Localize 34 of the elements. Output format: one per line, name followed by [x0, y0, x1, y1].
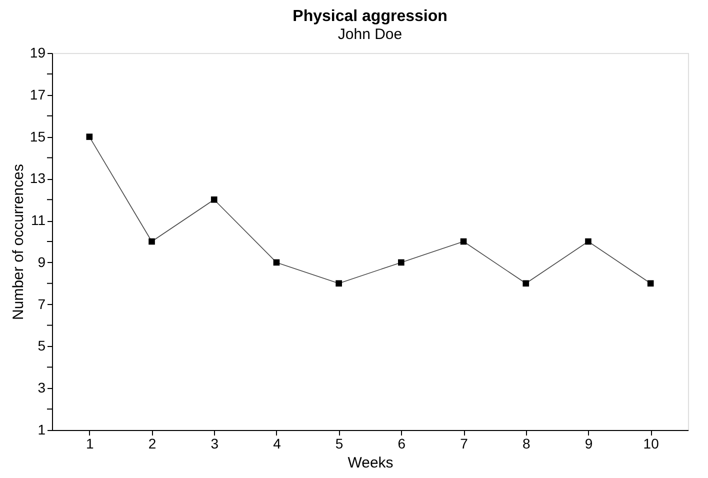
point: [460, 238, 467, 245]
x-tick-label: 9: [584, 436, 593, 452]
x-tick-label: 10: [643, 436, 660, 452]
chart-subtitle: John Doe: [338, 26, 402, 43]
y-tick-label: 17: [30, 86, 46, 102]
point: [585, 238, 592, 245]
y-tick-label: 11: [30, 212, 46, 228]
point: [647, 280, 654, 287]
point: [86, 134, 93, 140]
y-tick-label: 5: [38, 338, 46, 354]
y-tick-label: 3: [38, 380, 46, 396]
point: [336, 280, 342, 287]
x-tick-label: 4: [273, 436, 282, 452]
x-tick-label: 5: [335, 436, 344, 452]
y-tick-label: 15: [30, 128, 46, 144]
y-tick-label: 9: [38, 254, 46, 270]
y-axis-title: Number of occurrences: [10, 164, 27, 320]
x-tick-label: 3: [210, 436, 219, 452]
point: [522, 280, 530, 287]
x-tick-label: 7: [460, 436, 468, 452]
x-tick-label: 6: [398, 436, 406, 452]
x-tick-label: 1: [86, 436, 94, 452]
point: [398, 259, 404, 266]
y-tick-label: 19: [30, 44, 46, 60]
point: [148, 238, 155, 245]
y-tick-label: 13: [30, 170, 46, 186]
x-tick-label: 2: [148, 436, 156, 452]
point: [210, 196, 218, 203]
chart-title: Physical aggression: [292, 8, 448, 25]
point: [273, 259, 280, 266]
x-tick-label: 8: [522, 436, 530, 452]
y-tick-label: 7: [38, 296, 46, 312]
y-tick-label: 1: [38, 422, 46, 438]
x-axis-title: Weeks: [348, 454, 394, 472]
